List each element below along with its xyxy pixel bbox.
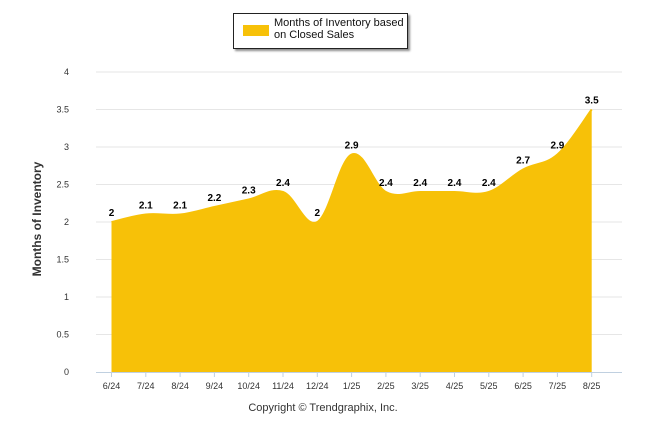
x-tick-label: 9/24 xyxy=(206,381,224,391)
data-label: 2.9 xyxy=(345,141,359,152)
copyright-footer: Copyright © Trendgraphix, Inc. xyxy=(248,402,398,414)
x-tick-label: 6/25 xyxy=(514,381,532,391)
y-tick-label: 2 xyxy=(64,217,69,227)
data-label: 2.4 xyxy=(379,178,393,189)
y-axis-ticks: 0 0.5 1 1.5 2 2.5 3 3.5 4 xyxy=(56,67,69,377)
x-tick-label: 10/24 xyxy=(237,381,260,391)
y-tick-label: 1.5 xyxy=(56,255,69,265)
data-label: 2 xyxy=(315,208,321,219)
x-tick-label: 7/24 xyxy=(137,381,155,391)
x-tick-label: 4/25 xyxy=(446,381,464,391)
data-label: 2.4 xyxy=(276,178,290,189)
x-tick-label: 12/24 xyxy=(306,381,329,391)
x-tick-label: 1/25 xyxy=(343,381,361,391)
series-area-fill xyxy=(111,109,592,372)
data-label: 3.5 xyxy=(585,96,599,107)
y-axis-title: Months of Inventory xyxy=(30,161,44,277)
data-label: 2.1 xyxy=(139,201,153,212)
data-label: 2.4 xyxy=(482,178,496,189)
x-tick-label: 5/25 xyxy=(480,381,498,391)
x-tick-label: 2/25 xyxy=(377,381,395,391)
data-label: 2.1 xyxy=(173,201,187,212)
data-label: 2.7 xyxy=(516,156,530,167)
x-tick-label: 8/24 xyxy=(171,381,189,391)
series-line xyxy=(111,108,593,224)
y-tick-label: 4 xyxy=(64,67,69,77)
data-label: 2.9 xyxy=(550,141,564,152)
data-label: 2 xyxy=(109,208,115,219)
data-labels: 2 2.1 2.1 2.2 2.3 2.4 2 2.9 2.4 2.4 2.4 2.4 2.7 2.9 3.… xyxy=(109,96,599,220)
y-tick-label: 0 xyxy=(64,367,69,377)
data-label: 2.2 xyxy=(207,193,221,204)
y-tick-label: 2.5 xyxy=(56,180,69,190)
x-tick-label: 7/25 xyxy=(549,381,567,391)
legend[interactable]: Months of Inventory based on Closed Sale… xyxy=(233,13,408,49)
x-tick-label: 6/24 xyxy=(103,381,121,391)
data-label: 2.4 xyxy=(448,178,462,189)
y-tick-label: 0.5 xyxy=(56,330,69,340)
y-tick-label: 3.5 xyxy=(56,105,69,115)
x-tick-label: 11/24 xyxy=(272,381,294,391)
x-tick-label: 8/25 xyxy=(583,381,601,391)
data-label: 2.4 xyxy=(413,178,427,189)
data-label: 2.3 xyxy=(242,186,256,197)
x-axis-ticks: 6/24 7/24 8/24 9/24 10/24 11/24 12/24 1/25 2/25 3… xyxy=(103,372,601,391)
legend-swatch xyxy=(243,25,269,36)
y-tick-label: 1 xyxy=(64,292,69,302)
legend-label: Months of Inventory based on Closed Sale… xyxy=(274,17,404,41)
x-tick-label: 3/25 xyxy=(411,381,429,391)
series-area xyxy=(111,108,593,372)
y-tick-label: 3 xyxy=(64,142,69,152)
